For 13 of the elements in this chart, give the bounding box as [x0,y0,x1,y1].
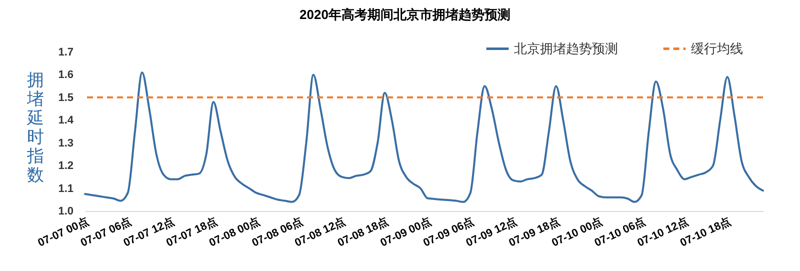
y-tick-label: 1.7 [58,46,74,58]
y-tick-label: 1.3 [58,137,74,150]
legend-label: 北京拥堵趋势预测 [514,40,618,56]
y-tick-label: 1.4 [58,114,74,127]
y-tick-label: 1.2 [58,160,74,172]
y-tick-label: 1.0 [58,206,74,218]
legend-label: 缓行均线 [691,40,743,56]
y-axis-title: 拥堵延时指数 [26,70,44,184]
y-tick-label: 1.1 [58,182,74,195]
line-series [84,71,764,203]
y-tick-label: 1.6 [58,69,74,82]
chart-title: 2020年高考期间北京市拥堵趋势预测 [300,7,510,22]
y-tick-label: 1.5 [58,92,74,104]
